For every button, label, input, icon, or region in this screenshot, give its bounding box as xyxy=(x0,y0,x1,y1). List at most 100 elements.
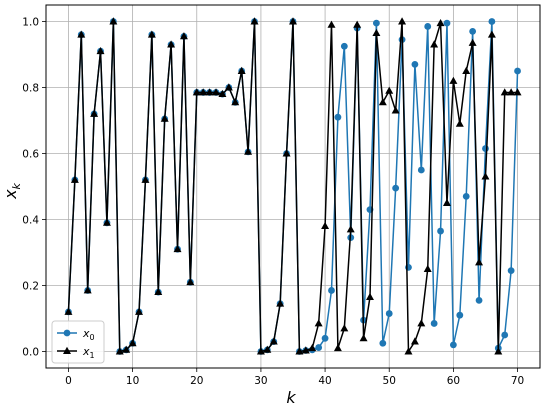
data-point xyxy=(443,19,451,27)
data-point xyxy=(224,83,233,91)
data-point xyxy=(379,339,387,347)
data-point xyxy=(385,86,394,94)
data-point xyxy=(301,346,310,354)
data-point xyxy=(186,278,195,286)
data-point xyxy=(449,341,457,349)
data-point xyxy=(417,319,426,327)
data-point xyxy=(231,98,240,106)
legend-label: x1 xyxy=(82,345,95,360)
data-point xyxy=(192,88,201,96)
data-point xyxy=(513,88,522,96)
data-point xyxy=(321,334,329,342)
x-tick-label: 50 xyxy=(383,375,396,387)
legend-label: x0 xyxy=(82,327,95,342)
data-point xyxy=(115,347,124,355)
data-point xyxy=(507,88,516,96)
y-axis-label: xk xyxy=(1,182,23,199)
data-point xyxy=(353,20,362,28)
data-point xyxy=(308,344,317,352)
y-tick-label: 0.4 xyxy=(22,215,39,227)
data-point xyxy=(340,324,349,332)
data-point xyxy=(154,287,163,296)
y-tick-label: 0.2 xyxy=(22,281,39,293)
data-point xyxy=(173,245,182,253)
svg-text:xk: xk xyxy=(1,182,23,199)
x-tick-label: 20 xyxy=(190,375,203,387)
x-tick-label: 10 xyxy=(126,375,139,387)
data-point xyxy=(141,175,150,183)
y-tick-label: 0.8 xyxy=(22,83,39,95)
data-point xyxy=(385,310,393,317)
data-point xyxy=(333,344,342,352)
series-x1 xyxy=(64,17,522,355)
data-point xyxy=(488,18,496,25)
data-point xyxy=(199,88,208,96)
x-tick-label: 30 xyxy=(254,375,267,387)
data-point xyxy=(456,311,464,319)
data-point xyxy=(77,30,86,38)
data-point xyxy=(314,319,323,327)
axis-ticks: 0 10 20 30 40 50 60 70 0.0 0.2 0.4 0.6 0.8 1.0 xyxy=(22,17,524,388)
data-point xyxy=(328,287,335,294)
data-point xyxy=(179,32,188,40)
data-point xyxy=(340,42,348,50)
legend-marker xyxy=(63,346,71,354)
data-point xyxy=(256,347,265,355)
data-point xyxy=(237,66,246,74)
y-tick-label: 0.0 xyxy=(22,347,39,359)
data-point xyxy=(167,40,176,48)
data-point xyxy=(135,307,144,315)
data-point xyxy=(500,88,509,96)
data-point xyxy=(372,28,381,36)
data-point xyxy=(64,307,73,315)
data-point xyxy=(430,40,439,48)
data-point xyxy=(392,184,400,192)
data-point xyxy=(70,175,79,183)
data-point xyxy=(218,89,227,98)
data-point xyxy=(263,345,272,353)
series-line-x0 xyxy=(67,20,519,353)
data-point xyxy=(96,47,105,55)
data-point xyxy=(455,119,464,127)
x-tick-label: 70 xyxy=(511,375,524,387)
data-point xyxy=(373,19,380,27)
data-point xyxy=(378,98,387,106)
x-tick-label: 60 xyxy=(447,375,460,387)
data-point xyxy=(494,347,503,355)
series-x0 xyxy=(65,18,521,355)
data-point xyxy=(398,17,407,25)
data-point xyxy=(417,166,425,174)
data-point xyxy=(468,38,477,46)
data-point xyxy=(90,109,99,117)
data-point xyxy=(436,18,445,27)
data-point xyxy=(295,347,304,355)
data-point xyxy=(250,17,259,25)
data-point xyxy=(83,286,92,294)
data-point xyxy=(411,61,419,68)
data-point xyxy=(109,17,118,25)
data-point xyxy=(212,88,221,96)
x-tick-label: 40 xyxy=(318,375,331,387)
legend-marker xyxy=(63,329,71,337)
data-point xyxy=(327,20,336,28)
data-point xyxy=(423,264,432,272)
x-tick-label: 0 xyxy=(65,375,72,387)
data-point xyxy=(359,334,368,342)
data-point xyxy=(205,88,214,96)
data-point xyxy=(482,145,489,152)
data-point xyxy=(410,337,419,345)
data-point xyxy=(449,76,458,84)
series-group xyxy=(64,17,522,355)
data-point xyxy=(481,172,490,180)
legend-box xyxy=(51,320,105,364)
data-point xyxy=(462,193,470,200)
data-point xyxy=(462,66,471,74)
data-point xyxy=(430,320,438,327)
data-point xyxy=(404,347,413,355)
data-point xyxy=(475,258,484,266)
data-point xyxy=(514,67,521,75)
data-point xyxy=(102,218,111,226)
data-point xyxy=(147,30,156,38)
data-point xyxy=(475,296,483,304)
data-point xyxy=(276,299,285,307)
